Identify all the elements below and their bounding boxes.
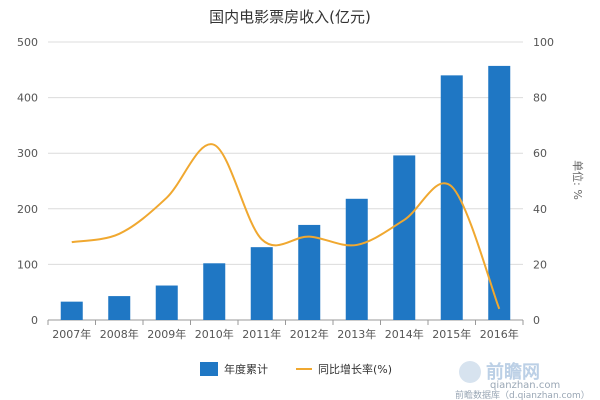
x-axis-ticks: 2007年 2008年 2009年 2010年 2011年 2012年 2013年 2014年… bbox=[47, 320, 524, 341]
right-tick-label: 20 bbox=[533, 258, 547, 271]
right-axis-unit-label: 单位: % bbox=[571, 160, 585, 200]
left-tick-label: 100 bbox=[17, 258, 38, 271]
bar bbox=[440, 75, 463, 320]
legend: 年度累计 同比增长率(%) bbox=[200, 362, 392, 376]
watermark-site: qianzhan.com bbox=[490, 380, 560, 391]
bar bbox=[345, 198, 368, 320]
legend-bar-label: 年度累计 bbox=[224, 362, 268, 376]
x-tick-label: 2007年 bbox=[52, 327, 91, 341]
legend-bar-swatch bbox=[200, 362, 218, 376]
bar-series bbox=[60, 65, 511, 321]
x-tick-label: 2013年 bbox=[337, 327, 376, 341]
bar bbox=[298, 224, 321, 320]
right-tick-label: 40 bbox=[533, 203, 547, 216]
right-tick-label: 60 bbox=[533, 147, 547, 160]
bar bbox=[155, 285, 178, 320]
watermark-logo-icon bbox=[459, 361, 481, 383]
x-tick-label: 2011年 bbox=[242, 327, 281, 341]
x-tick-label: 2008年 bbox=[100, 327, 139, 341]
bar bbox=[108, 296, 131, 320]
watermark-brand: 前瞻网 bbox=[486, 361, 540, 383]
x-tick-label: 2009年 bbox=[147, 327, 186, 341]
legend-line-label: 同比增长率(%) bbox=[318, 362, 392, 376]
bar bbox=[250, 247, 273, 320]
right-axis-ticks: 0 20 40 60 80 100 bbox=[533, 36, 554, 327]
left-tick-label: 400 bbox=[17, 92, 38, 105]
bar bbox=[393, 155, 416, 320]
left-tick-label: 500 bbox=[17, 36, 38, 49]
chart-title: 国内电影票房收入(亿元) bbox=[209, 8, 371, 26]
growth-rate-line bbox=[71, 143, 501, 310]
x-tick-label: 2016年 bbox=[480, 327, 519, 341]
x-tick-label: 2015年 bbox=[432, 327, 471, 341]
left-tick-label: 200 bbox=[17, 203, 38, 216]
watermark: 前瞻网 qianzhan.com 前瞻数据库（d.qianzhan.com） bbox=[455, 361, 590, 400]
left-tick-label: 0 bbox=[31, 314, 38, 327]
left-tick-label: 300 bbox=[17, 147, 38, 160]
x-tick-label: 2014年 bbox=[385, 327, 424, 341]
bar bbox=[488, 65, 511, 321]
right-tick-label: 80 bbox=[533, 92, 547, 105]
right-tick-label: 0 bbox=[533, 314, 540, 327]
x-tick-label: 2010年 bbox=[195, 327, 234, 341]
x-tick-label: 2012年 bbox=[290, 327, 329, 341]
bar bbox=[60, 301, 83, 320]
right-tick-label: 100 bbox=[533, 36, 554, 49]
bar bbox=[203, 263, 226, 320]
left-axis-ticks: 0 100 200 300 400 500 bbox=[17, 36, 38, 327]
watermark-footer: 前瞻数据库（d.qianzhan.com） bbox=[455, 389, 590, 400]
